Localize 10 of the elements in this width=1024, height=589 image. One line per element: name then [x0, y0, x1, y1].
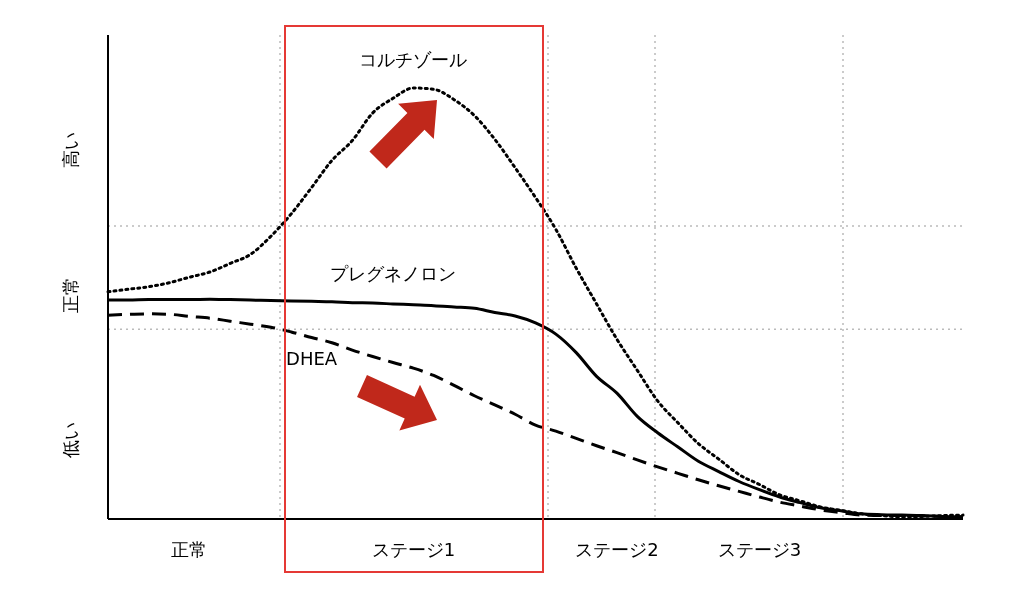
x-tick-label: ステージ1 [371, 539, 456, 560]
x-tick-label: ステージ2 [575, 539, 659, 560]
text: 正常 [60, 277, 81, 313]
x-tick-label: 正常 [171, 539, 208, 560]
x-tick-label: ステージ3 [717, 539, 802, 560]
text: 低い [60, 422, 81, 458]
series-label: DHEA [286, 347, 338, 369]
series-label: コルチゾール [359, 49, 468, 70]
text: 高い [60, 132, 81, 168]
series-label: プレグネノロン [330, 262, 456, 284]
